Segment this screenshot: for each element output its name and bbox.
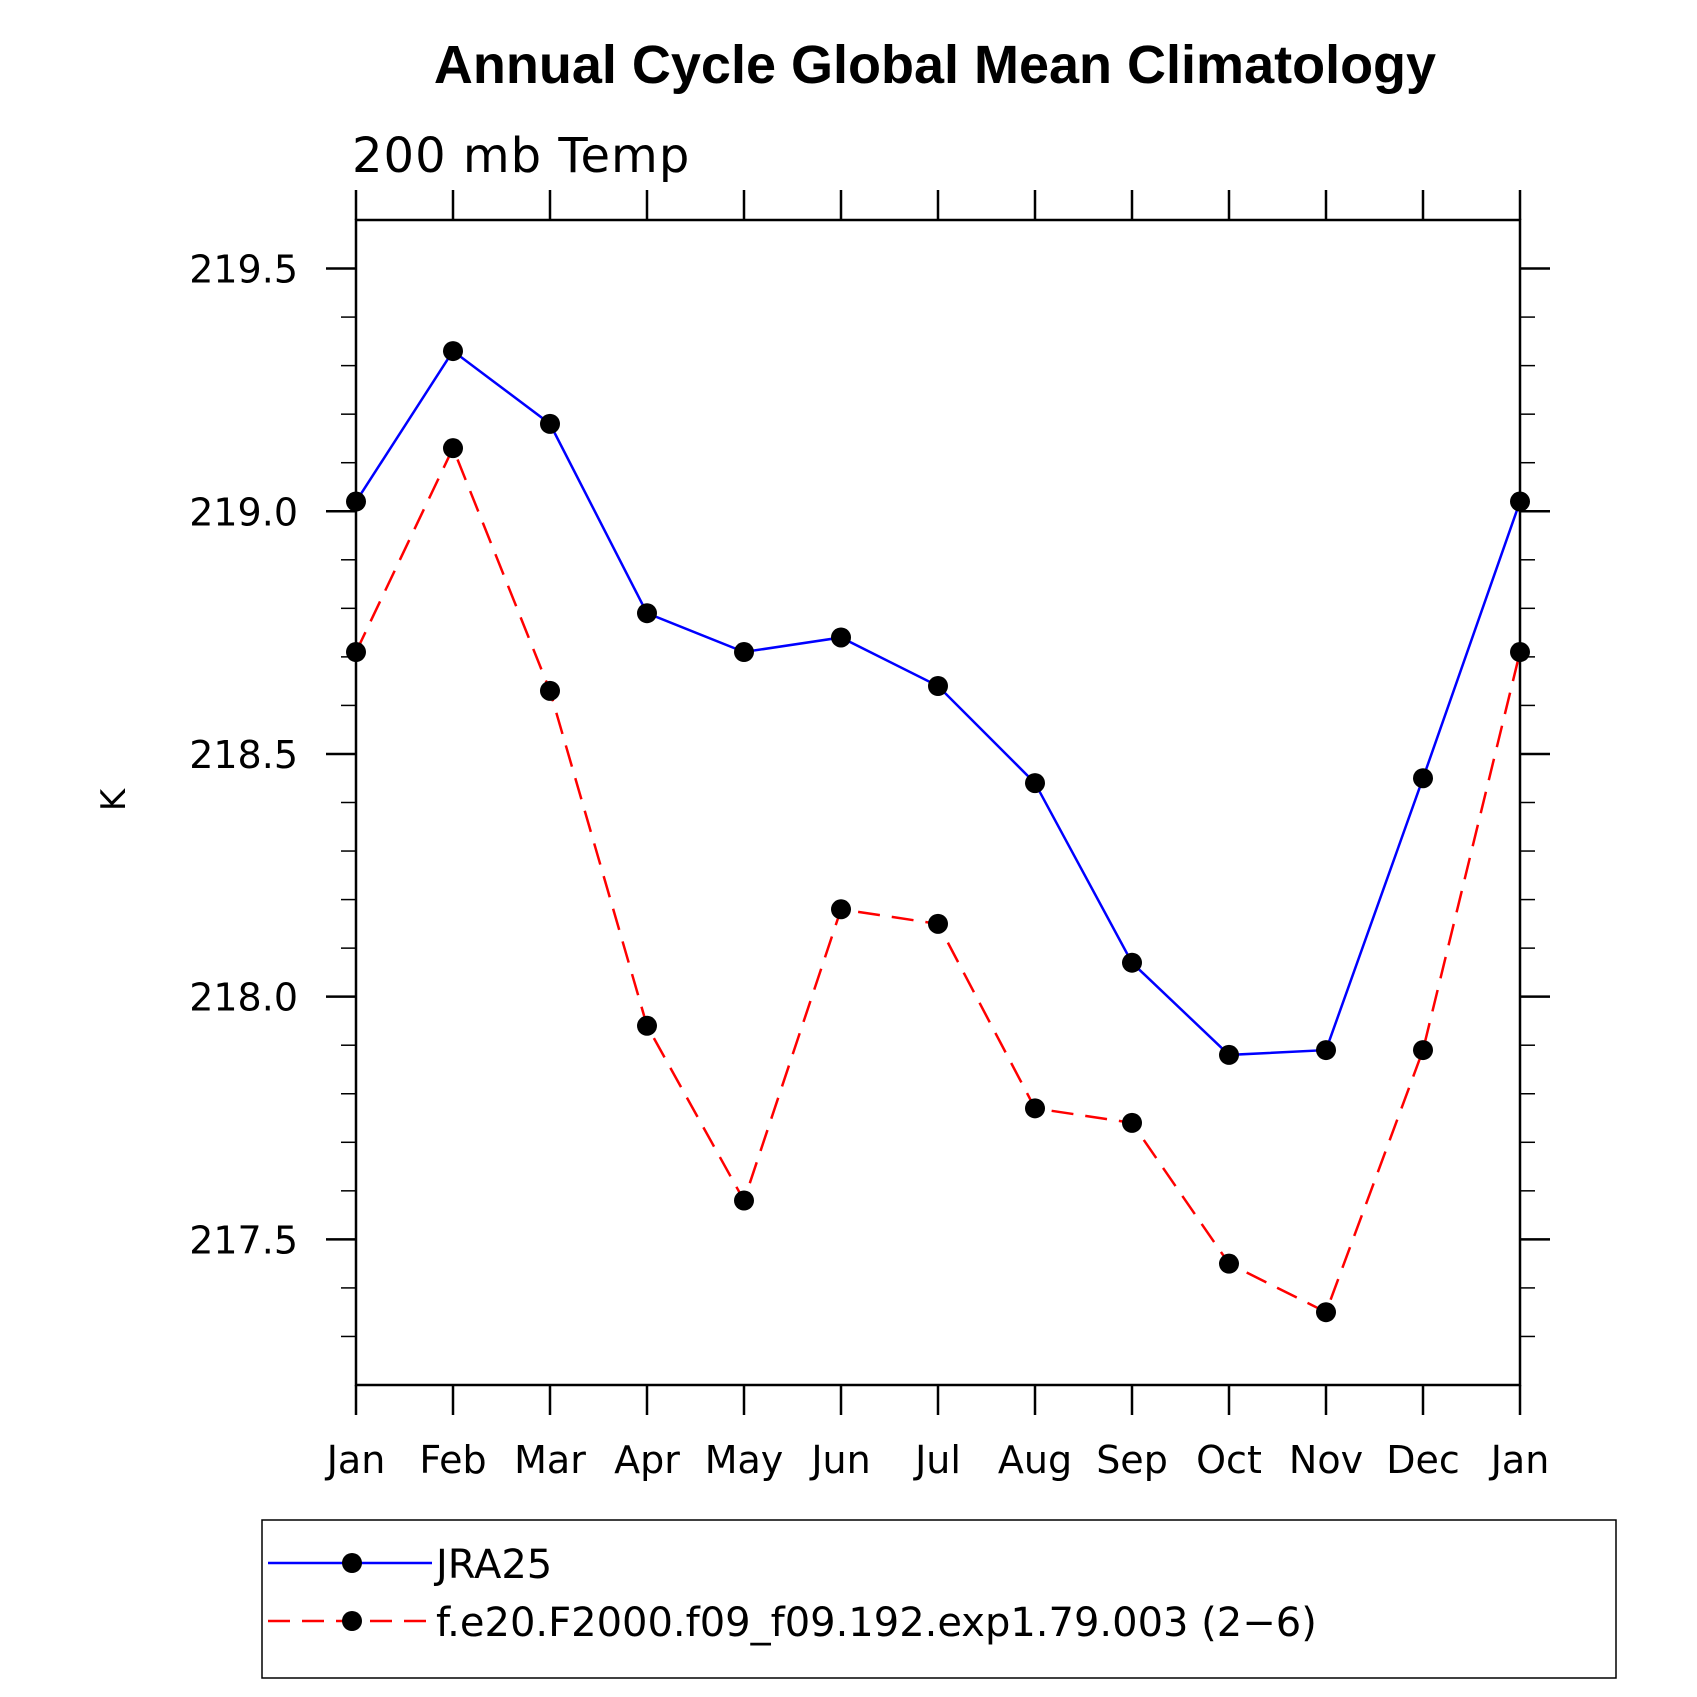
tick-labels: Jan Feb Mar Apr May Jun Jul Aug Sep Oct Nov Dec Jan 2…	[189, 248, 1549, 1482]
legend-box	[261, 1519, 1617, 1679]
series-line	[354, 349, 1522, 1057]
x-tick-label: Jul	[913, 1438, 961, 1482]
data-point	[1025, 773, 1045, 794]
data-point	[1219, 1253, 1239, 1274]
x-tick-label: May	[705, 1438, 784, 1482]
legend-marker	[342, 1611, 362, 1631]
data-point	[1316, 1040, 1336, 1061]
data-point	[540, 413, 560, 434]
data-point	[1316, 1302, 1336, 1323]
data-point	[1219, 1044, 1239, 1065]
x-tick-label: Jun	[809, 1438, 870, 1482]
chart-subtitle: 200 mb Temp	[352, 128, 690, 184]
data-point	[1413, 768, 1433, 789]
x-tick-label: Dec	[1386, 1438, 1460, 1482]
y-tick-label: 219.0	[189, 490, 298, 534]
data-point	[637, 603, 657, 624]
x-tick-label: Jan	[325, 1438, 386, 1482]
x-tick-label: Feb	[419, 1438, 486, 1482]
data-point	[1122, 1112, 1142, 1133]
data-point	[831, 627, 851, 648]
x-tick-label: Apr	[614, 1438, 680, 1482]
y-tick-label: 218.0	[189, 976, 298, 1020]
series-layer	[346, 341, 1530, 1323]
series-0	[346, 341, 1530, 1065]
x-tick-label: Mar	[514, 1438, 586, 1482]
x-tick-label: Aug	[998, 1438, 1072, 1482]
data-point	[831, 899, 851, 920]
series-1	[346, 438, 1530, 1323]
legend-label: JRA25	[433, 1542, 552, 1588]
data-point	[928, 913, 948, 934]
chart-title: Annual Cycle Global Mean Climatology	[434, 35, 1436, 95]
legend: JRA25 f.e20.F2000.f09_f09.192.exp1.79.003…	[261, 1519, 1617, 1679]
y-tick-label: 219.5	[189, 248, 298, 292]
data-point	[734, 642, 754, 663]
legend-item-0: JRA25	[268, 1542, 552, 1588]
data-point	[443, 438, 463, 459]
axis-ticks	[326, 190, 1550, 1415]
y-axis-label: K	[94, 787, 134, 811]
data-point	[1122, 952, 1142, 973]
x-tick-label: Nov	[1289, 1438, 1363, 1482]
y-tick-label: 218.5	[189, 733, 298, 777]
data-point	[734, 1190, 754, 1211]
plot-frame	[354, 218, 1522, 1387]
x-tick-label: Sep	[1096, 1438, 1168, 1482]
series-line	[354, 445, 1522, 1314]
data-point	[637, 1015, 657, 1036]
y-tick-label: 217.5	[189, 1218, 298, 1262]
data-point	[443, 341, 463, 362]
legend-marker	[342, 1553, 362, 1573]
x-tick-label: Oct	[1196, 1438, 1262, 1482]
x-tick-label: Jan	[1489, 1438, 1550, 1482]
data-point	[540, 680, 560, 701]
legend-label: f.e20.F2000.f09_f09.192.exp1.79.003 (2−6…	[436, 1600, 1317, 1646]
legend-item-1: f.e20.F2000.f09_f09.192.exp1.79.003 (2−6…	[268, 1600, 1317, 1646]
data-point	[1025, 1098, 1045, 1119]
data-point	[928, 676, 948, 696]
data-point	[1413, 1040, 1433, 1061]
